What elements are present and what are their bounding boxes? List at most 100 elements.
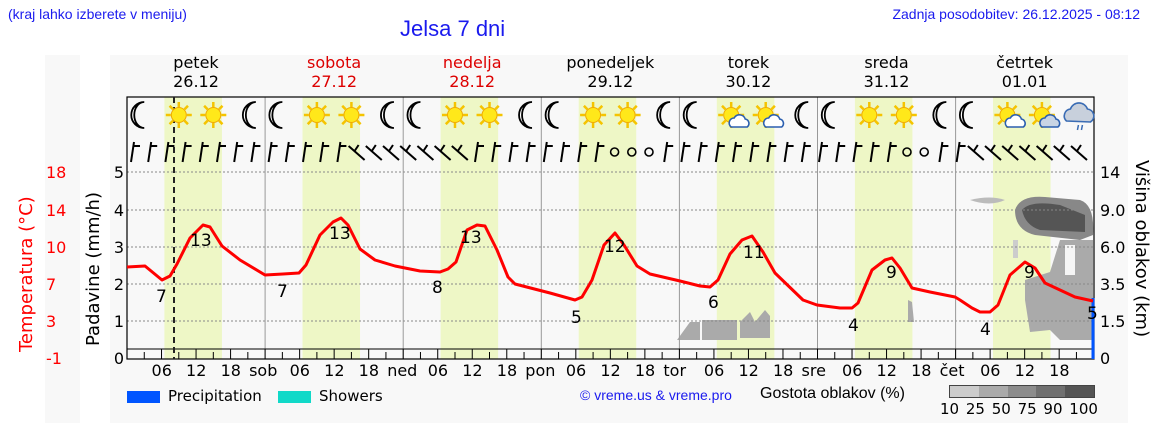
temp-tick: -1 bbox=[46, 349, 62, 368]
x-label: sre bbox=[801, 361, 826, 380]
wind-barb-icon bbox=[267, 141, 278, 163]
temperature-labels: 7 13 7 13 8 13 5 12 6 11 4 9 4 9 5 bbox=[156, 224, 1098, 340]
x-label: 06 bbox=[427, 361, 449, 380]
wind-barb-icon bbox=[609, 147, 620, 157]
temp-tick: 14 bbox=[46, 201, 67, 220]
daylight-bands bbox=[164, 97, 1051, 359]
wind-barb-icon bbox=[365, 144, 383, 161]
wind-barb-icon bbox=[984, 144, 1002, 161]
wind-barb-icon bbox=[1001, 144, 1019, 161]
x-label: sob bbox=[249, 361, 278, 380]
svg-text:8: 8 bbox=[432, 278, 443, 298]
sun-icon bbox=[441, 102, 468, 128]
temp-tick: 18 bbox=[46, 163, 67, 182]
weather-icons bbox=[130, 101, 1095, 131]
x-label: 06 bbox=[980, 361, 1001, 380]
cloud-density-scale bbox=[949, 385, 1095, 398]
temp-tick: 10 bbox=[46, 238, 67, 257]
wind-barb-icon bbox=[347, 144, 366, 161]
x-label: pon bbox=[525, 361, 556, 380]
cloud-tick: 9.0 bbox=[1100, 201, 1126, 220]
svg-text:5: 5 bbox=[571, 308, 582, 328]
wind-barb-icon bbox=[967, 144, 985, 161]
wind-barb-icon bbox=[508, 141, 519, 163]
moon-icon bbox=[682, 101, 697, 129]
svg-text:4: 4 bbox=[980, 320, 991, 340]
cloud-tick: 1.5 bbox=[1100, 312, 1126, 331]
wind-barb-icon bbox=[198, 141, 209, 163]
sun-cloud-icon bbox=[752, 102, 785, 128]
day-header-2: nedelja 28.12 bbox=[442, 53, 502, 91]
sun-icon bbox=[614, 102, 641, 128]
cloud-rain-icon bbox=[1063, 102, 1095, 131]
svg-text:13: 13 bbox=[329, 224, 351, 244]
rain-tick: 0 bbox=[113, 349, 124, 368]
wind-barb-icon bbox=[416, 144, 435, 161]
wind-barb-icon bbox=[938, 141, 949, 163]
sun-cloud-icon bbox=[718, 102, 750, 128]
day-header-1: sobota 27.12 bbox=[307, 53, 362, 91]
wind-barb-icon bbox=[542, 141, 553, 163]
location-hint[interactable]: (kraj lahko izberete v meniju) bbox=[8, 6, 187, 22]
x-label: 18 bbox=[1049, 361, 1070, 380]
wind-barb-icon bbox=[919, 147, 930, 157]
legend-showers: Showers bbox=[278, 387, 383, 405]
wind-barb-icon bbox=[680, 141, 691, 163]
svg-text:5: 5 bbox=[1087, 304, 1098, 324]
x-label: 06 bbox=[842, 361, 863, 380]
moon-icon bbox=[380, 101, 395, 129]
x-label: 18 bbox=[634, 361, 656, 380]
temperature-line bbox=[126, 216, 1094, 314]
moon-icon bbox=[932, 101, 947, 129]
moon-icon bbox=[518, 101, 533, 129]
x-label: 12 bbox=[186, 361, 207, 380]
day-header-0: petek 26.12 bbox=[173, 53, 219, 91]
svg-text:7: 7 bbox=[277, 282, 288, 302]
wind-barb-icon bbox=[1070, 144, 1088, 161]
svg-text:11: 11 bbox=[743, 243, 765, 263]
grid-lines bbox=[127, 171, 1094, 322]
wind-barb-icon bbox=[663, 141, 674, 163]
x-label: 12 bbox=[738, 361, 759, 380]
moon-icon bbox=[656, 101, 671, 129]
wind-barb-icon bbox=[697, 141, 708, 163]
svg-text:9: 9 bbox=[886, 263, 897, 283]
x-label: 06 bbox=[703, 361, 725, 380]
legend-precipitation: Precipitation bbox=[127, 387, 262, 405]
moon-icon bbox=[268, 101, 283, 129]
wind-barb-icon bbox=[491, 141, 502, 163]
svg-text:13: 13 bbox=[460, 228, 482, 248]
day-header-3: ponedeljek 29.12 bbox=[566, 53, 655, 91]
sun-cloud-icon bbox=[994, 102, 1026, 128]
wind-barb-icon bbox=[525, 141, 536, 163]
x-label: 06 bbox=[289, 361, 310, 380]
cloud-density-ticks: 10 25 50 75 90 100 bbox=[940, 400, 1098, 418]
wind-barb-icon bbox=[732, 141, 742, 163]
x-label: čet bbox=[939, 361, 965, 380]
sun-icon bbox=[200, 102, 227, 128]
rain-tick: 2 bbox=[113, 275, 124, 294]
x-label: 12 bbox=[600, 361, 621, 380]
wind-barb-icon bbox=[594, 141, 605, 163]
sun-icon bbox=[476, 102, 503, 128]
svg-text:7: 7 bbox=[156, 287, 167, 307]
x-label: 12 bbox=[324, 361, 345, 380]
day-header-5: sreda 31.12 bbox=[863, 53, 910, 91]
day-header-6: četrtek 01.01 bbox=[996, 53, 1054, 91]
wind-barb-icon bbox=[560, 141, 570, 163]
wind-barb-icon bbox=[626, 147, 637, 157]
sun-icon bbox=[890, 102, 917, 128]
day-separators bbox=[264, 97, 957, 359]
sun-dark-cloud-icon bbox=[1028, 102, 1061, 128]
copyright-link[interactable]: © vreme.us & vreme.pro bbox=[580, 387, 732, 403]
cloud-tick: 3.5 bbox=[1100, 275, 1126, 294]
rain-tick: 5 bbox=[113, 163, 124, 182]
cloud-tick: 6.0 bbox=[1100, 238, 1126, 257]
wind-barb-icon bbox=[181, 141, 192, 163]
showers-swatch bbox=[278, 390, 311, 403]
wind-barb-icon bbox=[451, 144, 469, 161]
moon-icon bbox=[958, 101, 973, 129]
sun-icon bbox=[856, 102, 883, 128]
wind-barb-icon bbox=[783, 141, 794, 163]
page-title: Jelsa 7 dni bbox=[400, 16, 506, 41]
